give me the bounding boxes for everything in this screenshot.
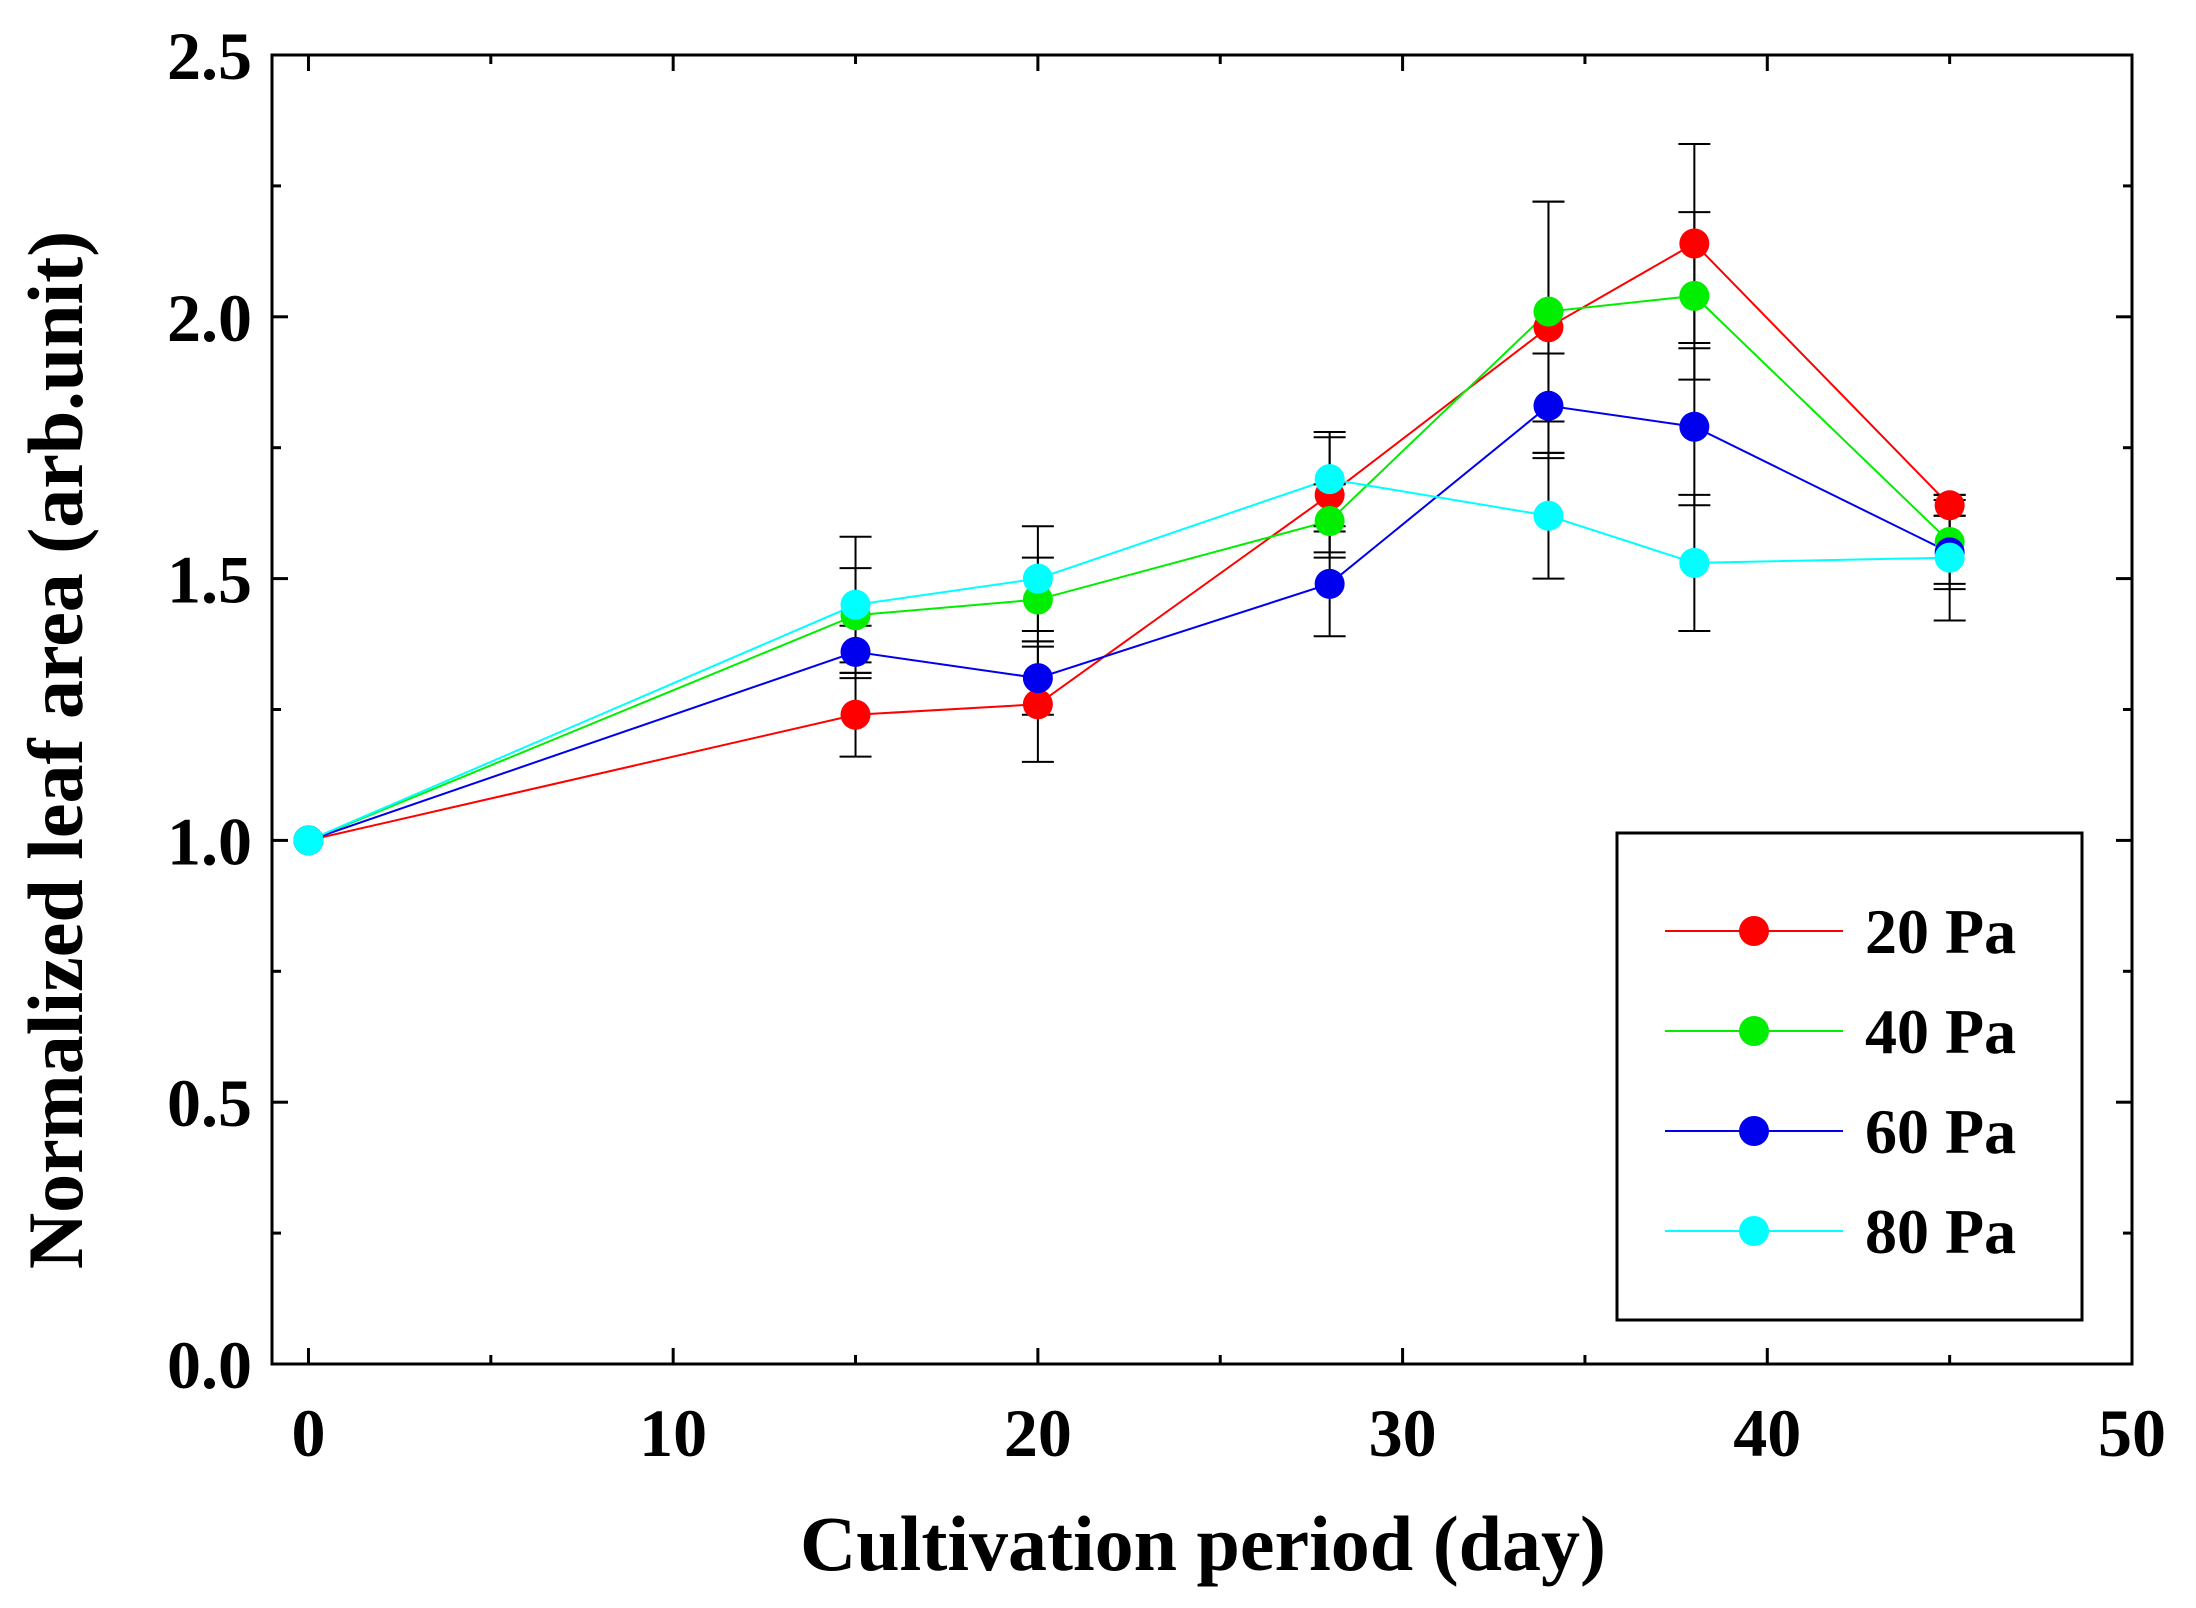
data-point-20-Pa [1934, 490, 1965, 521]
data-point-40-Pa [1679, 280, 1710, 311]
data-point-80-Pa [840, 589, 871, 620]
y-tick-label: 0.0 [167, 1327, 252, 1403]
series-group [293, 143, 1966, 856]
data-point-60-Pa [1314, 568, 1345, 599]
data-point-60-Pa [1533, 390, 1564, 421]
data-point-60-Pa [1679, 411, 1710, 442]
y-axis-title: Normalized leaf area (arb.unit) [12, 231, 99, 1269]
x-tick-label: 30 [1369, 1395, 1437, 1471]
data-point-80-Pa [293, 825, 324, 856]
legend-group: 20 Pa 40 Pa 60 Pa 80 Pa [1615, 831, 2084, 1322]
legend-marker [1739, 916, 1769, 946]
x-tick-label: 20 [1004, 1395, 1072, 1471]
legend-box [1615, 831, 2084, 1322]
legend-label: 20 Pa [1865, 896, 2016, 967]
data-point-60-Pa [1022, 663, 1053, 694]
x-tick-label: 50 [2098, 1395, 2166, 1471]
legend-marker [1739, 1116, 1769, 1146]
x-axis-title: Cultivation period (day) [800, 1500, 1606, 1587]
x-tick-label: 10 [639, 1395, 707, 1471]
data-point-20-Pa [840, 699, 871, 730]
data-point-80-Pa [1533, 500, 1564, 531]
data-point-40-Pa [1533, 296, 1564, 327]
legend-marker [1739, 1216, 1769, 1246]
y-tick-label: 1.0 [167, 803, 252, 879]
x-tick-label: 40 [1733, 1395, 1801, 1471]
data-point-80-Pa [1314, 464, 1345, 495]
data-point-40-Pa [1022, 584, 1053, 615]
data-point-80-Pa [1022, 563, 1053, 594]
data-point-40-Pa [1314, 506, 1345, 537]
axes-group: 0 10 20 30 40 50 0.0 0.5 1.0 1.5 2.0 2.5 [167, 18, 2166, 1471]
legend-label: 40 Pa [1865, 996, 2016, 1067]
y-tick-label: 1.5 [167, 542, 252, 618]
data-point-80-Pa [1679, 547, 1710, 578]
legend-marker [1739, 1016, 1769, 1046]
legend-label: 60 Pa [1865, 1096, 2016, 1167]
data-point-60-Pa [840, 636, 871, 667]
x-tick-label: 0 [291, 1395, 325, 1471]
data-point-20-Pa [1022, 689, 1053, 720]
y-tick-label: 0.5 [167, 1065, 252, 1141]
data-point-80-Pa [1934, 542, 1965, 573]
data-point-20-Pa [1679, 228, 1710, 259]
y-tick-label: 2.5 [167, 18, 252, 94]
y-tick-label: 2.0 [167, 280, 252, 356]
legend-label: 80 Pa [1865, 1196, 2016, 1267]
